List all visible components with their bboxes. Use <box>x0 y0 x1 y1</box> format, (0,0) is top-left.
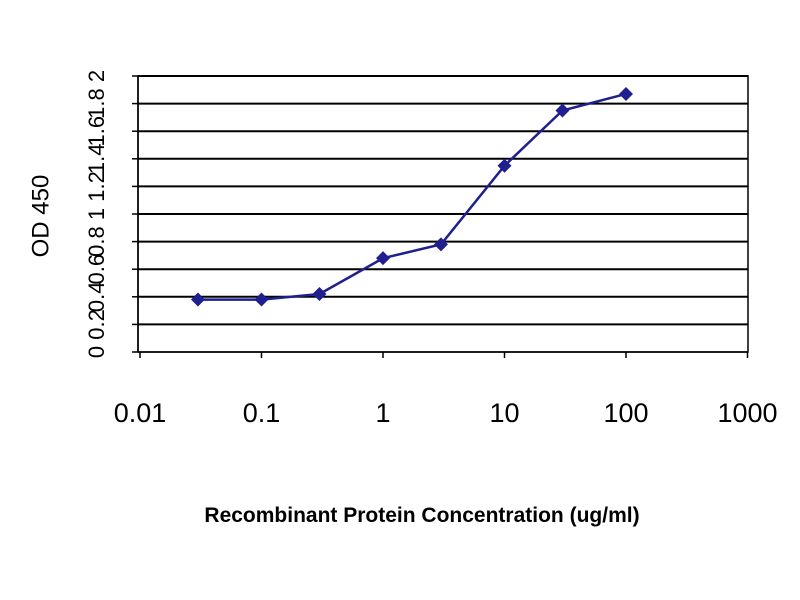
x-tick-label: 10 <box>489 398 519 428</box>
y-tick-label: 0.2 <box>84 309 109 340</box>
y-tick-label: 1.6 <box>84 116 109 147</box>
x-tick-labels: 0.01 0.1 1 10 100 1000 <box>114 398 778 428</box>
data-point <box>555 103 570 118</box>
y-tick-marks <box>132 75 138 353</box>
x-tick-label: 1000 <box>717 398 777 428</box>
y-tick-label: 1 <box>84 208 109 220</box>
x-tick-label: 100 <box>603 398 648 428</box>
data-point <box>376 251 390 266</box>
y-tick-label: 1.4 <box>84 144 109 175</box>
data-point <box>190 292 205 307</box>
x-tick-label: 1 <box>375 398 390 428</box>
x-tick-label: 0.1 <box>243 398 281 428</box>
series-line <box>198 92 627 301</box>
data-point <box>254 292 269 307</box>
gridlines <box>138 75 748 326</box>
y-tick-label: 1.8 <box>84 88 109 119</box>
data-point <box>497 158 512 173</box>
y-tick-label: 1.2 <box>84 171 109 202</box>
x-tick-label: 0.01 <box>114 398 167 428</box>
y-tick-label: 0.6 <box>84 254 109 285</box>
y-axis-label: OD 450 <box>27 175 54 258</box>
x-axis-label: Recombinant Protein Concentration (ug/ml… <box>204 504 639 527</box>
data-point <box>433 237 448 252</box>
data-series <box>190 86 633 307</box>
y-tick-label: 0.4 <box>84 282 109 313</box>
data-point <box>619 86 633 101</box>
y-tick-label: 2 <box>84 70 109 82</box>
y-tick-label: 0 <box>84 346 109 358</box>
x-tick-marks <box>139 352 749 358</box>
data-point <box>312 287 327 302</box>
y-tick-labels: 0 0.20.40.60.8 1 1.21.41.61.8 2 <box>84 70 109 358</box>
y-tick-label: 0.8 <box>84 226 109 257</box>
